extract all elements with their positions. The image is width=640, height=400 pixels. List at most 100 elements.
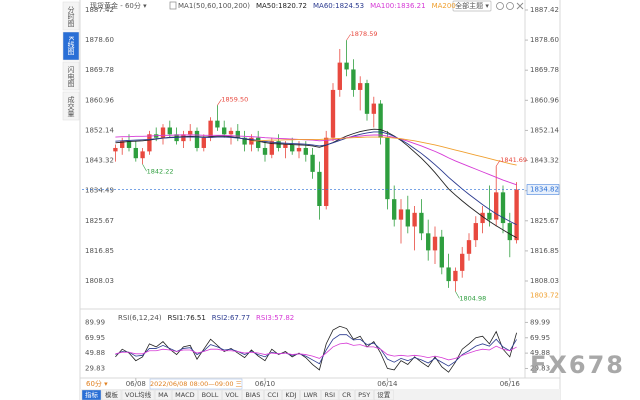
- bottom-tab[interactable]: PSY: [358, 391, 370, 399]
- annotation-leader: [142, 164, 147, 172]
- candle-body: [262, 147, 268, 155]
- price-marker-label: 1834.82: [530, 186, 559, 194]
- ma-settings-icon[interactable]: [169, 1, 177, 10]
- bottom-tab[interactable]: MACD: [175, 391, 194, 399]
- bottom-tab[interactable]: 设置: [377, 390, 391, 399]
- candle-body: [242, 137, 247, 145]
- bottom-tab[interactable]: LWR: [304, 391, 318, 399]
- bottom-tab-box[interactable]: [354, 389, 374, 400]
- zoom-in-icon[interactable]: [496, 2, 504, 10]
- x-tick-label: 06/10: [255, 380, 275, 388]
- candle-body: [344, 62, 349, 70]
- candle-body: [337, 62, 342, 90]
- side-tab-label[interactable]: 闪电图: [67, 65, 75, 88]
- watermark: FX678: [530, 351, 625, 379]
- legend-entry: MA200: [432, 2, 456, 10]
- bottom-tab[interactable]: KDJ: [285, 391, 296, 399]
- y-tick-label-left: 1852.14: [85, 126, 114, 134]
- bottom-tab[interactable]: CR: [342, 391, 352, 399]
- y-tick-label-left: 49.88: [85, 349, 105, 357]
- annotation-leader: [346, 33, 351, 41]
- candle-body: [188, 130, 193, 135]
- theme-button-box[interactable]: [452, 0, 492, 12]
- candle-body: [290, 144, 295, 152]
- side-tab-box[interactable]: [62, 1, 80, 31]
- annotation-leader: [217, 99, 222, 106]
- annotation-label: 1841.69: [500, 156, 527, 164]
- bottom-tab-box[interactable]: [121, 389, 155, 400]
- candle-body: [160, 127, 166, 138]
- candle-body: [276, 141, 281, 148]
- current-price-box: [526, 184, 560, 195]
- candle-body: [419, 212, 424, 234]
- bottom-tab-box[interactable]: [81, 389, 102, 400]
- bottom-tab[interactable]: MA: [158, 391, 169, 399]
- y-tick-label-left: 69.95: [85, 334, 105, 342]
- candle-body: [358, 83, 363, 90]
- legend-title: MA1(50,60,100,200): [178, 2, 250, 10]
- candle-body: [371, 103, 376, 114]
- side-tab-box[interactable]: [62, 91, 80, 121]
- bottom-tab[interactable]: VOL均线: [125, 390, 152, 399]
- candle-body: [201, 137, 206, 148]
- period-selector[interactable]: 60分 ▾: [86, 379, 108, 388]
- bottom-tab-box[interactable]: [101, 389, 122, 400]
- legend-entry: RSI1:76.51: [168, 314, 206, 322]
- side-tab-box[interactable]: [62, 31, 80, 61]
- side-tab-label[interactable]: 成交量: [67, 95, 75, 117]
- candle-body: [439, 236, 444, 268]
- bottom-tab-box[interactable]: [154, 389, 172, 400]
- candle-body: [405, 209, 410, 227]
- bottom-tab-box[interactable]: [222, 389, 242, 400]
- y-tick-label: 89.99: [530, 318, 550, 326]
- annotation-label: 1804.98: [459, 294, 486, 302]
- candle-body: [228, 130, 234, 135]
- bottom-tab[interactable]: RSI: [325, 391, 336, 399]
- bottom-tab[interactable]: BOLL: [202, 391, 219, 399]
- y-tick-label-left: 1860.96: [85, 96, 114, 104]
- candle-body: [194, 130, 200, 148]
- side-tab-label[interactable]: 分时图: [67, 5, 75, 28]
- y-tick-label: 1869.78: [530, 66, 559, 74]
- zoom-out-icon[interactable]: [506, 2, 514, 10]
- legend-title: RSI(6,12,24): [118, 314, 162, 322]
- y-tick-label: 29.83: [530, 364, 550, 372]
- y-tick-label: 69.95: [530, 334, 550, 342]
- side-tab-box[interactable]: [62, 61, 80, 91]
- candle-body: [324, 137, 329, 206]
- candle-body: [385, 137, 390, 200]
- instrument-title[interactable]: 现货黄金 - 60分 ▾: [90, 1, 147, 10]
- bottom-tab-box[interactable]: [300, 389, 321, 400]
- candle-body: [256, 137, 261, 148]
- theme-button[interactable]: 全部主题 ▾: [455, 1, 489, 10]
- bottom-tab[interactable]: CCI: [267, 391, 278, 399]
- bottom-tab-box[interactable]: [321, 389, 339, 400]
- candle-body: [330, 89, 336, 138]
- side-tab-label[interactable]: K线图: [67, 36, 75, 56]
- candle-body: [466, 240, 472, 254]
- bottom-tab-box[interactable]: [373, 389, 394, 400]
- y-tick-label-left: 1808.03: [85, 277, 114, 285]
- bottom-tab[interactable]: VOL: [225, 391, 238, 399]
- bottom-tab-box[interactable]: [198, 389, 222, 400]
- bottom-tab-box[interactable]: [264, 389, 282, 400]
- candle-body: [480, 212, 485, 224]
- candle-body: [235, 130, 240, 138]
- y-tick-label-left: 1834.49: [85, 187, 114, 195]
- candle-body: [296, 147, 302, 152]
- close-icon[interactable]: [516, 2, 524, 10]
- bottom-tab-box[interactable]: [338, 389, 355, 400]
- bottom-tab[interactable]: BIAS: [245, 391, 260, 399]
- bottom-tab[interactable]: 模板: [105, 390, 119, 399]
- price-marker-label: 1803.72: [530, 292, 559, 300]
- candle-body: [392, 199, 397, 220]
- y-tick-label: 49.88: [530, 349, 550, 357]
- candle-body: [147, 134, 152, 152]
- y-tick-label-left: 89.99: [85, 318, 105, 326]
- bottom-tab-box[interactable]: [282, 389, 300, 400]
- bottom-tab-box[interactable]: [171, 389, 198, 400]
- x-tick-label: 06/14: [377, 380, 398, 388]
- bottom-tab-box[interactable]: [242, 389, 264, 400]
- bottom-tab[interactable]: 指标: [85, 390, 99, 399]
